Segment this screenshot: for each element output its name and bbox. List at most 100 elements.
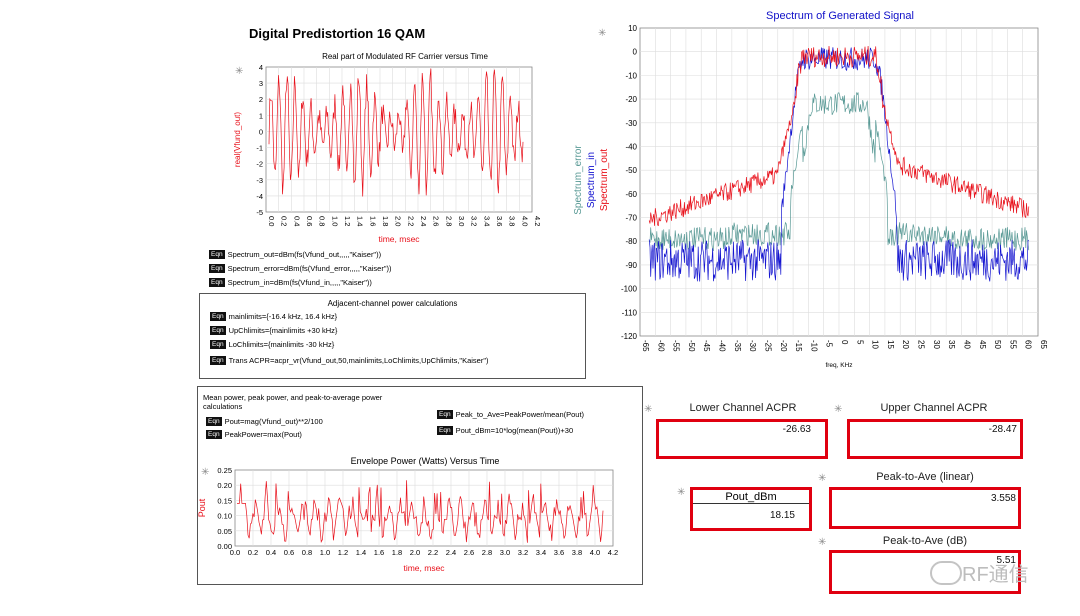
power-equation[interactable]: Eqn PeakPower=max(Pout) — [206, 430, 302, 439]
spectrum-x-tick-label: -35 — [733, 340, 742, 352]
equation-text: Spectrum_error=dBm(fs(Vfund_error,,,,,"K… — [227, 264, 392, 273]
spectrum-x-tick-label: -55 — [672, 340, 681, 352]
lower-acpr-value: -26.63 — [782, 424, 811, 435]
spectrum-x-tick-label: -30 — [748, 340, 757, 352]
marker-star-icon: ✳ — [818, 473, 827, 484]
spectrum-x-tick-label: 50 — [993, 340, 1002, 349]
marker-star-icon: ✳ — [644, 404, 653, 415]
envelope-x-tick-label: 2.4 — [446, 548, 456, 557]
upper-acpr-value-box[interactable]: -28.47 — [847, 419, 1023, 459]
acpr-equation[interactable]: Eqn mainlimits={-16.4 kHz, 16.4 kHz} — [210, 312, 337, 321]
envelope-x-tick-label: 3.8 — [572, 548, 582, 557]
carrier-x-tick-label: 1.6 — [368, 216, 377, 226]
peak-to-ave-linear-label: Peak-to-Ave (linear) — [876, 471, 974, 483]
power-equation[interactable]: Eqn Pout_dBm=10*log(mean(Pout))+30 — [437, 426, 573, 435]
spectrum-x-tick-label: 20 — [901, 340, 910, 349]
spectrum-x-axis-label: freq, KHz — [825, 362, 852, 369]
spectrum-series-label: Spectrum_error — [573, 145, 584, 215]
marker-star-icon: ✳ — [598, 28, 607, 39]
carrier-x-tick-label: 3.2 — [470, 216, 479, 226]
spectrum-equation[interactable]: Eqn Spectrum_in=dBm(fs(Vfund_in,,,,,"Kais… — [209, 278, 372, 287]
spectrum-x-tick-label: -65 — [641, 340, 650, 352]
spectrum-x-tick-label: 30 — [932, 340, 941, 349]
equation-text: Peak_to_Ave=PeakPower/mean(Pout) — [455, 410, 585, 419]
carrier-x-tick-label: 0.6 — [305, 216, 314, 226]
eqn-tag: Eqn — [210, 356, 226, 365]
pout-dbm-value-box[interactable]: Pout_dBm 18.15 — [690, 487, 812, 531]
power-equation[interactable]: Eqn Pout=mag(Vfund_out)**2/100 — [206, 417, 323, 426]
peak-to-ave-db-label: Peak-to-Ave (dB) — [882, 535, 968, 547]
spectrum-in-trace — [648, 47, 1030, 282]
spectrum-series-label: Spectrum_out — [599, 149, 610, 211]
carrier-x-tick-label: 0.4 — [292, 216, 301, 226]
equation-text: Spectrum_out=dBm(fs(Vfund_out,,,,,"Kaise… — [227, 250, 382, 259]
carrier-x-tick-label: 3.8 — [508, 216, 517, 226]
acpr-equation[interactable]: Eqn UpChlimits={mainlimits +30 kHz} — [210, 326, 337, 335]
spectrum-equation[interactable]: Eqn Spectrum_error=dBm(fs(Vfund_error,,,,… — [209, 264, 392, 273]
spectrum-y-tick-label: -90 — [625, 261, 637, 270]
envelope-x-tick-label: 2.6 — [464, 548, 474, 557]
marker-star-icon: ✳ — [834, 404, 843, 415]
carrier-x-tick-label: 4.0 — [520, 216, 529, 226]
envelope-trace — [237, 480, 604, 543]
carrier-chart-title: Real part of Modulated RF Carrier versus… — [322, 52, 488, 61]
power-box-title: Mean power, peak power, and peak-to-aver… — [203, 393, 383, 411]
envelope-y-tick-label: 0.10 — [217, 512, 232, 521]
spectrum-x-tick-label: -5 — [825, 340, 834, 348]
envelope-x-tick-label: 0.0 — [230, 548, 240, 557]
envelope-x-tick-label: 0.8 — [302, 548, 312, 557]
carrier-x-tick-label: 0.0 — [267, 216, 276, 226]
spectrum-x-tick-label: -45 — [702, 340, 711, 352]
pout-dbm-value: 18.15 — [769, 510, 795, 521]
marker-star-icon: ✳ — [818, 537, 827, 548]
carrier-x-axis-label: time, msec — [378, 234, 420, 244]
carrier-x-tick-label: 2.4 — [419, 216, 428, 226]
carrier-plot-frame — [265, 66, 533, 213]
spectrum-x-tick-label: 65 — [1039, 340, 1048, 349]
spectrum-x-tick-label: -50 — [687, 340, 696, 352]
marker-star-icon: ✳ — [235, 66, 244, 77]
carrier-x-tick-label: 3.0 — [457, 216, 466, 226]
spectrum-equation[interactable]: Eqn Spectrum_out=dBm(fs(Vfund_out,,,,,"Ka… — [209, 250, 381, 259]
acpr-calculations-box[interactable]: Adjacent-channel power calculations — [199, 293, 586, 379]
carrier-y-tick-label: -3 — [256, 176, 263, 185]
lower-acpr-label: Lower Channel ACPR — [689, 402, 797, 414]
peak-to-ave-db-value: 5.51 — [996, 555, 1016, 566]
carrier-y-tick-label: 1 — [259, 111, 263, 120]
spectrum-y-tick-label: -120 — [621, 332, 638, 341]
carrier-y-tick-label: 2 — [259, 95, 263, 104]
envelope-plot-frame — [234, 469, 614, 547]
spectrum-x-tick-label: 5 — [855, 340, 864, 345]
carrier-y-axis-label: real(Vfund_out) — [233, 112, 242, 167]
spectrum-chart-title: Spectrum of Generated Signal — [766, 10, 914, 22]
acpr-equation[interactable]: Eqn LoChlimits={mainlimits -30 kHz} — [210, 340, 334, 349]
eqn-tag: Eqn — [206, 430, 222, 439]
spectrum-y-tick-label: -110 — [622, 308, 638, 317]
carrier-trace — [268, 68, 524, 197]
peak-to-ave-linear-value-box[interactable]: 3.558 — [829, 487, 1021, 529]
carrier-y-tick-label: 0 — [259, 127, 263, 136]
carrier-x-tick-label: 1.8 — [381, 216, 390, 226]
peak-to-ave-db-value-box[interactable]: 5.51 — [829, 550, 1021, 594]
envelope-x-tick-label: 4.2 — [608, 548, 618, 557]
equation-text: Pout_dBm=10*log(mean(Pout))+30 — [455, 426, 574, 435]
eqn-tag: Eqn — [206, 417, 222, 426]
marker-star-icon: ✳ — [677, 487, 686, 498]
envelope-y-tick-label: 0.25 — [217, 466, 232, 475]
spectrum-x-tick-label: 60 — [1024, 340, 1033, 349]
power-calculations-box[interactable]: Mean power, peak power, and peak-to-aver… — [197, 386, 643, 585]
acpr-equation[interactable]: Eqn Trans ACPR=acpr_vr(Vfund_out,50,mainl… — [210, 356, 489, 365]
spectrum-out-trace — [648, 45, 1030, 227]
spectrum-x-tick-label: -10 — [809, 340, 818, 352]
power-equation[interactable]: Eqn Peak_to_Ave=PeakPower/mean(Pout) — [437, 410, 584, 419]
upper-acpr-label: Upper Channel ACPR — [880, 402, 988, 414]
spectrum-x-tick-label: 35 — [947, 340, 956, 349]
spectrum-y-tick-label: -10 — [625, 71, 637, 80]
lower-acpr-value-box[interactable]: -26.63 — [656, 419, 828, 459]
spectrum-x-tick-label: -15 — [794, 340, 803, 352]
equation-text: PeakPower=max(Pout) — [224, 430, 302, 439]
spectrum-y-tick-label: -40 — [625, 142, 637, 151]
